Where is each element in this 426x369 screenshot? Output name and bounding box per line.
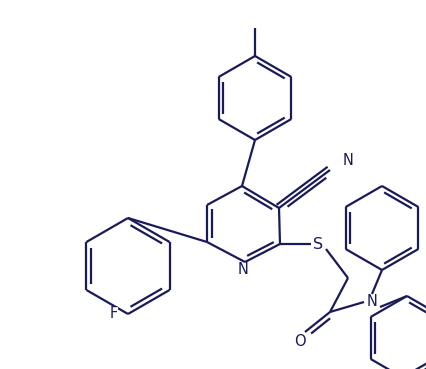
Text: N: N [366,294,377,310]
Text: F: F [110,307,118,321]
Text: O: O [294,335,306,349]
Text: S: S [313,237,323,252]
Text: N: N [343,152,354,168]
Text: N: N [238,262,248,277]
